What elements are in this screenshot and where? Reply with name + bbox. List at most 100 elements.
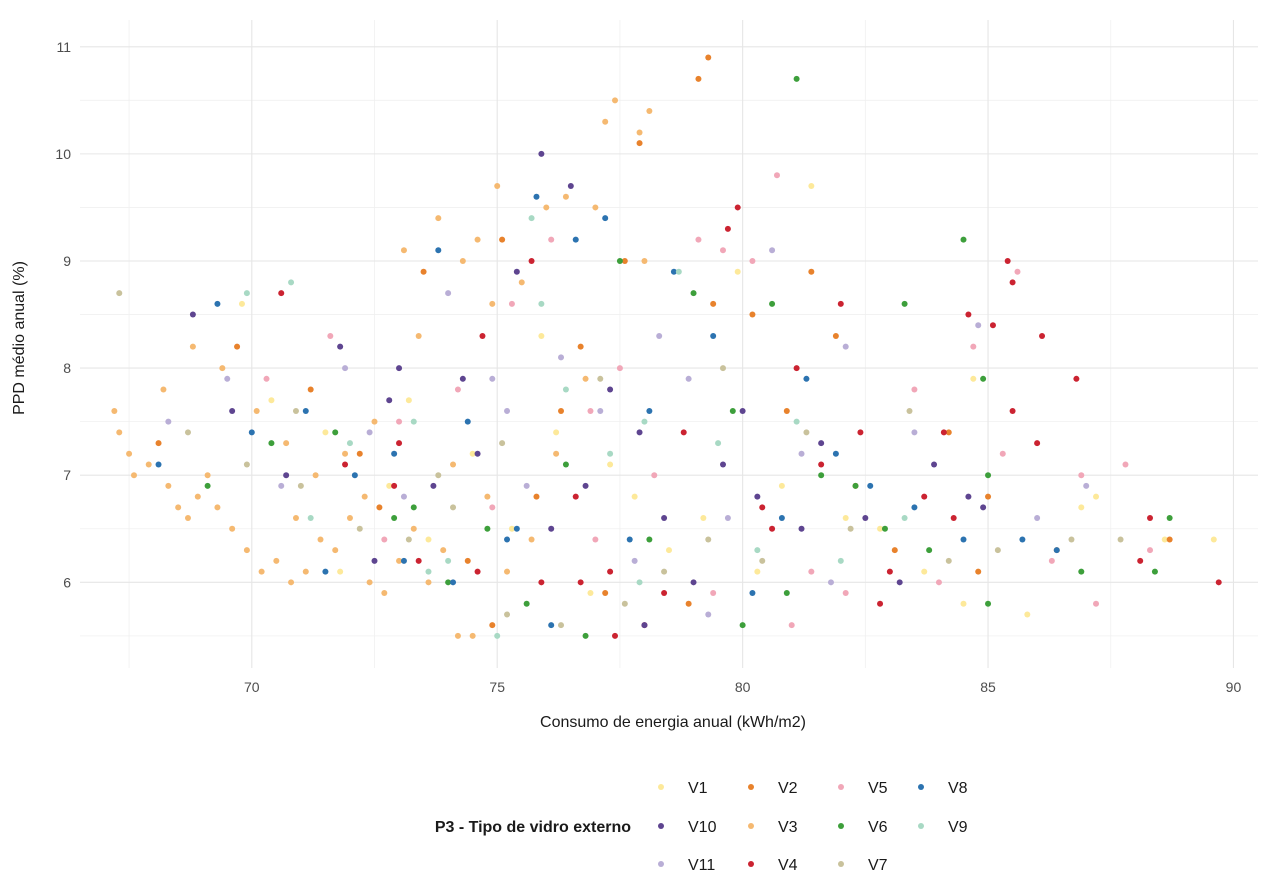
point-v5 xyxy=(381,536,388,543)
point-v10 xyxy=(474,450,481,457)
point-v5 xyxy=(970,343,977,350)
point-v1 xyxy=(960,600,967,607)
point-v3 xyxy=(302,568,309,575)
point-v4 xyxy=(818,461,825,468)
point-v4 xyxy=(1147,515,1154,522)
point-v6 xyxy=(204,482,211,489)
point-v11 xyxy=(366,429,373,436)
point-v6 xyxy=(445,579,452,586)
point-v10 xyxy=(607,386,614,393)
point-v2 xyxy=(710,300,717,307)
point-v10 xyxy=(798,525,805,532)
point-v4 xyxy=(1039,332,1046,339)
point-v7 xyxy=(621,600,628,607)
point-v3 xyxy=(366,579,373,586)
point-v8 xyxy=(302,407,309,414)
point-v10 xyxy=(980,504,987,511)
point-v5 xyxy=(327,332,334,339)
point-v10 xyxy=(283,472,290,479)
point-v3 xyxy=(165,482,172,489)
point-v5 xyxy=(935,579,942,586)
legend-label: V6 xyxy=(868,819,888,836)
point-v4 xyxy=(572,493,579,500)
point-v3 xyxy=(175,504,182,511)
point-v3 xyxy=(160,386,167,393)
legend-key-v11 xyxy=(658,861,664,867)
point-v6 xyxy=(926,547,933,554)
point-v7 xyxy=(243,461,250,468)
point-v1 xyxy=(469,450,476,457)
point-v4 xyxy=(538,579,545,586)
point-v1 xyxy=(425,536,432,543)
legend-item-v11: V11 xyxy=(658,857,715,871)
point-v8 xyxy=(1019,536,1026,543)
point-v1 xyxy=(1024,611,1031,618)
point-v4 xyxy=(989,322,996,329)
point-v7 xyxy=(184,429,191,436)
point-v3 xyxy=(361,493,368,500)
point-v2 xyxy=(891,547,898,554)
point-v7 xyxy=(1068,536,1075,543)
point-v3 xyxy=(504,568,511,575)
point-v5 xyxy=(587,407,594,414)
point-v8 xyxy=(749,590,756,597)
point-v11 xyxy=(400,493,407,500)
point-v2 xyxy=(464,557,471,564)
point-v3 xyxy=(273,557,280,564)
point-v2 xyxy=(376,504,383,511)
point-v8 xyxy=(710,332,717,339)
point-v4 xyxy=(769,525,776,532)
legend-item-v9: V9 xyxy=(918,819,968,836)
point-v10 xyxy=(386,397,393,404)
point-v3 xyxy=(400,247,407,254)
point-v3 xyxy=(396,557,403,564)
point-v11 xyxy=(798,450,805,457)
point-v3 xyxy=(484,493,491,500)
point-v10 xyxy=(396,365,403,372)
point-v4 xyxy=(479,332,486,339)
point-v8 xyxy=(960,536,967,543)
legend-key-v10 xyxy=(658,823,664,829)
point-v7 xyxy=(705,536,712,543)
point-v1 xyxy=(1078,504,1085,511)
point-v1 xyxy=(1210,536,1217,543)
point-v10 xyxy=(548,525,555,532)
y-tick-label: 10 xyxy=(55,146,71,162)
legend-key-v3 xyxy=(748,823,754,829)
legend-item-v4: V4 xyxy=(748,857,798,871)
point-v11 xyxy=(558,354,565,361)
point-v11 xyxy=(342,365,349,372)
point-v9 xyxy=(754,547,761,554)
legend-label: V11 xyxy=(688,857,715,871)
point-v3 xyxy=(346,515,353,522)
point-v7 xyxy=(292,407,299,414)
legend-key-v2 xyxy=(748,784,754,790)
point-v2 xyxy=(832,332,839,339)
point-v8 xyxy=(450,579,457,586)
point-v11 xyxy=(975,322,982,329)
legend-label: V4 xyxy=(778,857,798,871)
point-v1 xyxy=(842,515,849,522)
point-v8 xyxy=(646,407,653,414)
point-v8 xyxy=(400,557,407,564)
legend-item-v10: V10 xyxy=(658,819,717,836)
point-v4 xyxy=(734,204,741,211)
point-v11 xyxy=(842,343,849,350)
point-v7 xyxy=(945,557,952,564)
point-v3 xyxy=(194,493,201,500)
point-v6 xyxy=(1078,568,1085,575)
point-v11 xyxy=(1083,482,1090,489)
point-v2 xyxy=(985,493,992,500)
point-v1 xyxy=(238,300,245,307)
x-tick-label: 75 xyxy=(489,679,505,695)
point-v11 xyxy=(504,407,511,414)
point-v7 xyxy=(719,365,726,372)
point-v9 xyxy=(675,268,682,275)
point-v5 xyxy=(1147,547,1154,554)
point-v1 xyxy=(553,429,560,436)
point-v4 xyxy=(837,300,844,307)
legend-label: V5 xyxy=(868,780,888,797)
point-v5 xyxy=(1078,472,1085,479)
